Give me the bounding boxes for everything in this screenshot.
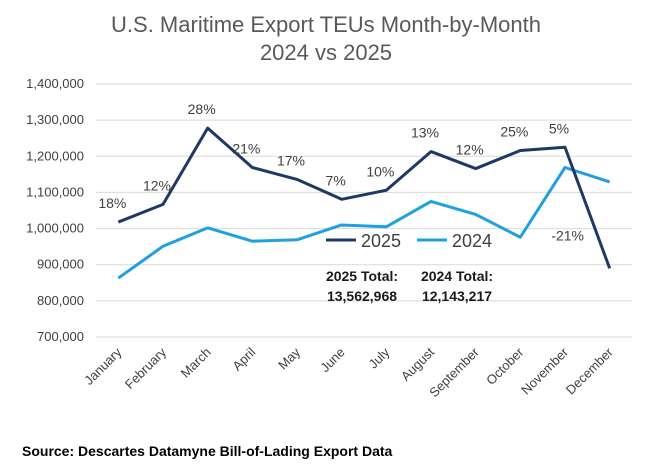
x-tick-label: February	[122, 344, 170, 392]
y-tick-label: 1,000,000	[26, 221, 84, 236]
data-label: -21%	[551, 227, 584, 243]
chart-title: U.S. Maritime Export TEUs Month-by-Month	[111, 12, 541, 37]
data-label: 7%	[326, 172, 346, 188]
x-tick-label: October	[483, 344, 527, 388]
legend-label-2024: 2024	[452, 231, 492, 251]
source-note: Source: Descartes Datamyne Bill-of-Ladin…	[22, 443, 393, 459]
total-2025-value: 13,562,968	[327, 288, 397, 304]
series-line-2024	[117, 165, 611, 280]
x-tick-label: April	[229, 344, 258, 373]
data-label: 28%	[188, 101, 216, 117]
y-tick-label: 800,000	[37, 293, 84, 308]
x-tick-label: November	[518, 344, 571, 397]
x-tick-label: December	[563, 344, 616, 397]
data-labels: 18% 12% 28% 21% 17% 7% 10% 13% 12% 25% 5% -21%	[98, 101, 584, 243]
total-2025-label: 2025 Total:	[326, 268, 398, 284]
totals-annotation: 2025 Total: 13,562,968 2024 Total: 12,14…	[326, 268, 493, 304]
y-tick-label: 1,200,000	[26, 148, 84, 163]
y-tick-label: 1,100,000	[26, 184, 84, 199]
y-tick-label: 900,000	[37, 257, 84, 272]
x-tick-label: July	[365, 344, 392, 371]
chart-subtitle: 2024 vs 2025	[260, 40, 392, 65]
x-tick-label: September	[426, 344, 482, 400]
data-label: 25%	[500, 124, 528, 140]
x-tick-label: August	[398, 344, 437, 383]
legend-label-2025: 2025	[361, 231, 401, 251]
y-axis-ticks: 700,000 800,000 900,000 1,000,000 1,100,000 1…	[26, 76, 84, 344]
x-tick-label: March	[178, 345, 214, 381]
data-label: 18%	[98, 195, 126, 211]
x-tick-label: January	[81, 344, 125, 388]
y-tick-label: 700,000	[37, 329, 84, 344]
data-label: 10%	[366, 163, 394, 179]
data-label: 12%	[143, 177, 171, 193]
gridlines	[96, 83, 632, 338]
x-tick-label: May	[275, 344, 303, 372]
y-tick-label: 1,400,000	[26, 76, 84, 91]
data-label: 5%	[549, 120, 569, 136]
y-tick-label: 1,300,000	[26, 112, 84, 127]
series-line-2025	[117, 126, 612, 269]
data-label: 13%	[411, 125, 439, 141]
legend: 2025 2024	[326, 231, 492, 251]
series-lines	[117, 126, 612, 280]
data-label: 12%	[456, 142, 484, 158]
total-2024-value: 12,143,217	[422, 288, 492, 304]
data-label: 21%	[232, 140, 260, 156]
x-tick-label: June	[317, 345, 348, 376]
total-2024-label: 2024 Total:	[421, 268, 493, 284]
data-label: 17%	[277, 152, 305, 168]
